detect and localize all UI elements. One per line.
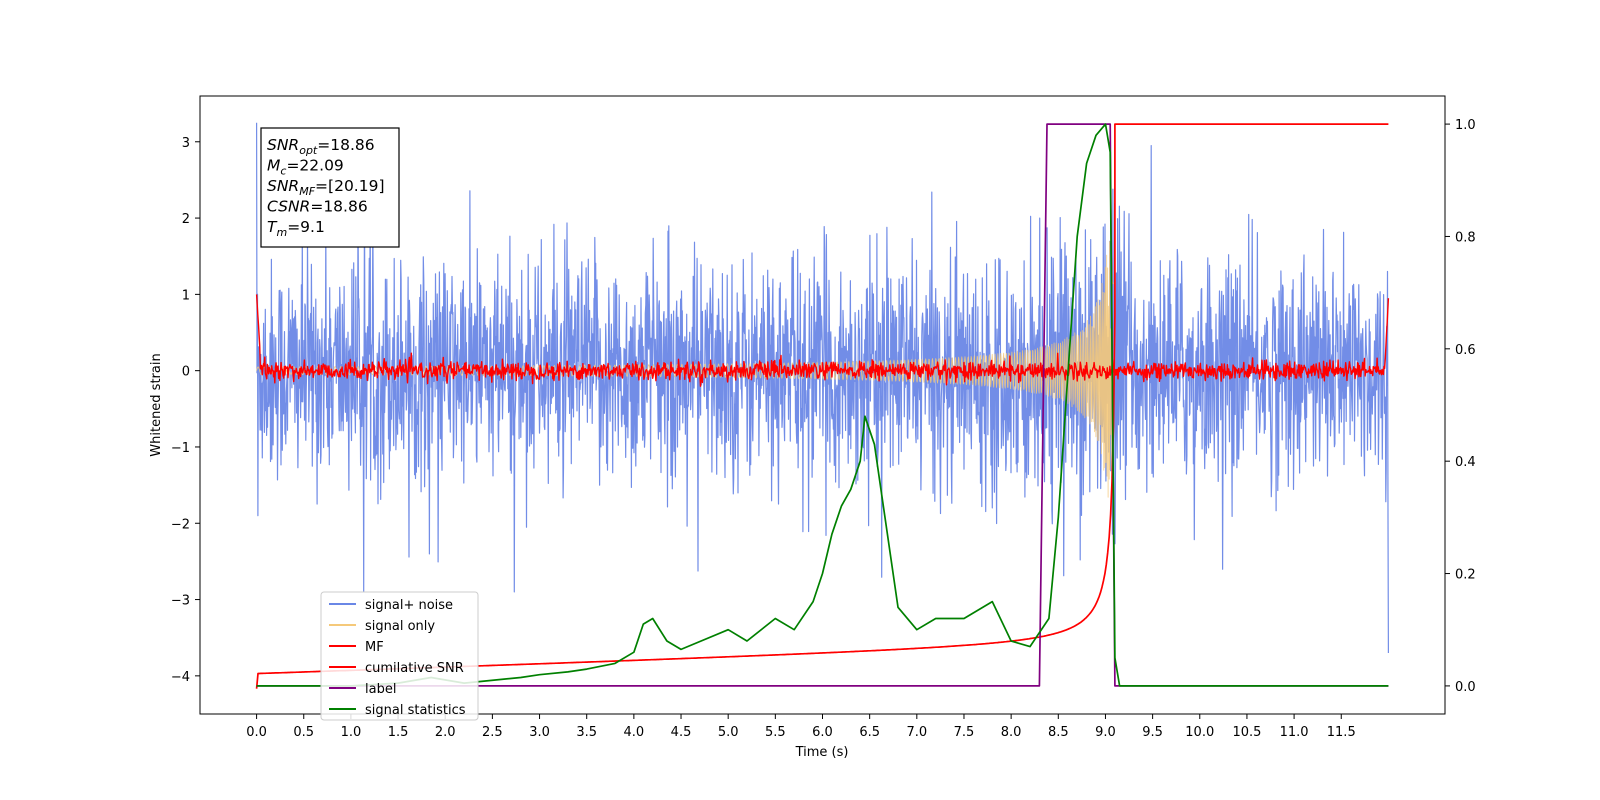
y-right-tick-label: 1.0 <box>1455 118 1476 133</box>
annotation-symbol: M <box>267 157 280 175</box>
annotation-subscript: c <box>280 165 286 178</box>
x-tick-label: 0.0 <box>246 725 267 740</box>
x-tick-label: 7.5 <box>954 725 975 740</box>
x-tick-label: 6.5 <box>859 725 880 740</box>
x-axis-label: Time (s) <box>795 745 849 760</box>
annotation-symbol: CSNR <box>267 198 310 216</box>
x-tick-label: 10.0 <box>1185 725 1214 740</box>
annotation-line: CSNR=18.86 <box>267 198 368 216</box>
annotation-subscript: opt <box>299 144 318 157</box>
y-tick-label: 0 <box>182 365 190 380</box>
y-axis-left: −4 −3 −2 −1 0 1 2 3 <box>171 136 200 685</box>
x-tick-label: 8.5 <box>1048 725 1069 740</box>
x-tick-label: 11.5 <box>1327 725 1356 740</box>
y-axis-right: 0.0 0.2 0.4 0.6 0.8 1.0 <box>1445 118 1476 695</box>
y-tick-label: −3 <box>171 594 190 609</box>
annotation-subscript: MF <box>299 185 315 198</box>
series-signal-statistics <box>256 123 1389 687</box>
legend-label: label <box>365 682 396 697</box>
annotation-subscript: m <box>276 226 287 239</box>
x-tick-label: 11.0 <box>1280 725 1309 740</box>
annotation-line: SNRopt=18.86 <box>267 136 375 157</box>
x-tick-label: 4.0 <box>624 725 645 740</box>
legend: signal+ noise signal only MF cumilative SNR… <box>320 591 479 721</box>
x-tick-label: 7.0 <box>906 725 927 740</box>
annotation-box: SNRopt=18.86Mc=22.09SNRMF=[20.19]CSNR=18… <box>260 127 400 248</box>
annotation-symbol: SNR <box>267 177 299 195</box>
x-tick-label: 1.5 <box>388 725 409 740</box>
annotation-line: Tm=9.1 <box>267 218 325 239</box>
y-right-tick-label: 0.2 <box>1455 568 1476 583</box>
x-tick-label: 0.5 <box>293 725 314 740</box>
x-tick-label: 5.0 <box>718 725 739 740</box>
legend-label: signal statistics <box>365 703 466 718</box>
y-right-tick-label: 0.4 <box>1455 455 1476 470</box>
x-tick-label: 3.5 <box>576 725 597 740</box>
y-tick-label: 3 <box>182 136 190 151</box>
x-tick-label: 9.0 <box>1095 725 1116 740</box>
x-tick-label: 4.5 <box>671 725 692 740</box>
annotation-symbol: T <box>267 218 278 236</box>
x-tick-label: 8.0 <box>1001 725 1022 740</box>
y-tick-label: −4 <box>171 670 190 685</box>
y-right-tick-label: 0.6 <box>1455 343 1476 358</box>
legend-frame <box>320 591 479 721</box>
annotation-value: =18.86 <box>310 198 367 216</box>
y-right-tick-label: 0.8 <box>1455 230 1476 245</box>
y-axis-label: Whitened strain <box>149 353 164 456</box>
annotation-symbol: SNR <box>267 136 299 154</box>
y-right-tick-label: 0.0 <box>1455 680 1476 695</box>
x-tick-label: 2.0 <box>435 725 456 740</box>
legend-label: cumilative SNR <box>365 661 464 676</box>
annotation-frame <box>260 127 400 248</box>
legend-label: signal only <box>365 619 435 634</box>
x-tick-label: 5.5 <box>765 725 786 740</box>
y-tick-label: −1 <box>171 441 190 456</box>
annotation-value: =18.86 <box>317 136 374 154</box>
x-tick-label: 2.5 <box>482 725 503 740</box>
x-axis: 0.0 0.5 1.0 1.5 2.0 2.5 3.0 3.5 4.0 4.5 5.0 5.5 6.0 6… <box>246 714 1356 740</box>
annotation-value: =[20.19] <box>315 177 384 195</box>
annotation-line: Mc=22.09 <box>267 157 344 178</box>
x-tick-label: 9.5 <box>1142 725 1163 740</box>
series-signal-noise <box>256 122 1389 654</box>
legend-label: MF <box>365 640 384 655</box>
y-tick-label: 1 <box>182 288 190 303</box>
annotation-line: SNRMF=[20.19] <box>267 177 385 198</box>
x-tick-label: 3.0 <box>529 725 550 740</box>
y-tick-label: −2 <box>171 517 190 532</box>
x-tick-label: 10.5 <box>1232 725 1261 740</box>
x-tick-label: 1.0 <box>341 725 362 740</box>
annotation-value: =22.09 <box>286 157 343 175</box>
y-tick-label: 2 <box>182 212 190 227</box>
series-mf <box>255 294 1390 387</box>
legend-label: signal+ noise <box>365 598 453 613</box>
x-tick-label: 6.0 <box>812 725 833 740</box>
annotation-value: =9.1 <box>287 218 325 236</box>
